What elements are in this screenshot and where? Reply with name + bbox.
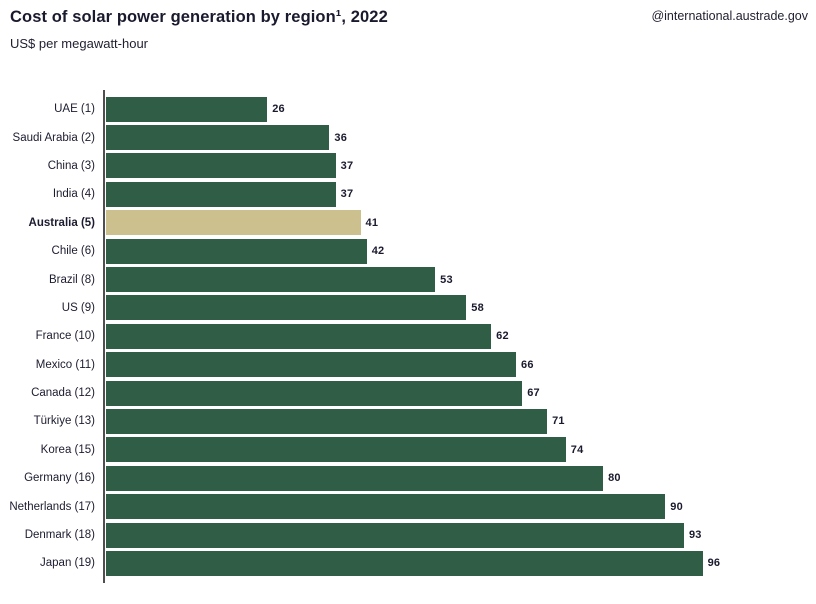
bar-row: Brazil (8) 53 — [0, 265, 816, 293]
value-label: 41 — [365, 216, 379, 229]
category-label: Brazil (8) — [48, 273, 95, 286]
category-label: China (3) — [47, 159, 95, 172]
bar-area: 53 — [104, 265, 816, 293]
y-axis-line — [103, 90, 105, 583]
bar-area: 42 — [104, 237, 816, 265]
bar-row: Saudi Arabia (2) 36 — [0, 123, 816, 151]
bar — [105, 408, 548, 434]
category-label: Netherlands (17) — [9, 500, 95, 513]
value-label: 90 — [670, 500, 683, 513]
value-label: 93 — [688, 529, 702, 542]
bar-row: India (4) 37 — [0, 180, 816, 208]
category-label: Mexico (11) — [35, 358, 95, 371]
bar-highlighted — [105, 210, 361, 236]
category-label: Germany (16) — [24, 472, 95, 485]
bar-area: 37 — [104, 180, 816, 208]
chart-title: Cost of solar power generation by region… — [10, 8, 388, 26]
bar-area: 41 — [104, 209, 816, 237]
bar — [105, 181, 336, 207]
category-label: Chile (6) — [51, 245, 95, 258]
bar-row: Türkiye (13) 71 — [0, 407, 816, 435]
value-label: 37 — [340, 159, 354, 172]
bar-area: 93 — [104, 521, 816, 549]
bar — [105, 125, 330, 151]
value-label: 74 — [570, 443, 584, 456]
category-label: UAE (1) — [54, 103, 95, 116]
value-label: 42 — [371, 245, 385, 258]
value-label: 71 — [552, 415, 565, 428]
bar — [105, 238, 367, 264]
value-label: 66 — [521, 358, 534, 371]
category-label: Türkiye (13) — [33, 415, 95, 428]
bar-area: 58 — [104, 294, 816, 322]
bar — [105, 550, 703, 576]
bar-row: China (3) 37 — [0, 152, 816, 180]
source-handle: @international.austrade.gov — [651, 9, 808, 23]
bar — [105, 352, 517, 378]
category-label: Denmark (18) — [24, 529, 95, 542]
bar — [105, 465, 604, 491]
value-label: 62 — [496, 330, 509, 343]
category-label: India (4) — [52, 188, 95, 201]
value-label: 36 — [334, 131, 348, 144]
bar-area: 37 — [104, 152, 816, 180]
value-label: 37 — [340, 188, 354, 201]
value-label: 96 — [707, 557, 721, 570]
category-label: France (10) — [35, 330, 95, 343]
bar-row: Australia (5) 41 — [0, 209, 816, 237]
bar-area: 66 — [104, 351, 816, 379]
bar-area: 71 — [104, 407, 816, 435]
bar-area: 96 — [104, 549, 816, 577]
bar — [105, 96, 268, 122]
value-label: 26 — [272, 103, 285, 116]
category-label: US (9) — [61, 301, 95, 314]
category-label: Canada (12) — [31, 387, 95, 400]
bar — [105, 153, 336, 179]
category-label: Australia (5) — [28, 216, 95, 229]
bar-row: UAE (1) 26 — [0, 95, 816, 123]
bar — [105, 267, 436, 293]
category-label: Korea (15) — [40, 443, 95, 456]
category-label: Saudi Arabia (2) — [12, 131, 95, 144]
bar-row: Netherlands (17) 90 — [0, 492, 816, 520]
chart-subtitle: US$ per megawatt-hour — [10, 36, 149, 51]
chart-header: Cost of solar power generation by region… — [10, 8, 808, 27]
bar-row: Japan (19) 96 — [0, 549, 816, 577]
bar-area: 67 — [104, 379, 816, 407]
bar — [105, 494, 666, 520]
value-label: 80 — [608, 472, 621, 485]
bar-row: Denmark (18) 93 — [0, 521, 816, 549]
category-label: Japan (19) — [40, 557, 95, 570]
bar-chart: UAE (1) 26 Saudi Arabia (2) 36 China (3) 37 In… — [0, 95, 816, 578]
bar — [105, 323, 492, 349]
bar-row: Chile (6) 42 — [0, 237, 816, 265]
bar-row: Mexico (11) 66 — [0, 351, 816, 379]
bar — [105, 380, 523, 406]
bar-area: 26 — [104, 95, 816, 123]
bar — [105, 295, 467, 321]
bar-row: US (9) 58 — [0, 294, 816, 322]
bar-area: 36 — [104, 123, 816, 151]
bar — [105, 437, 566, 463]
value-label: 58 — [471, 301, 484, 314]
bar-row: Germany (16) 80 — [0, 464, 816, 492]
value-label: 53 — [440, 273, 453, 286]
bar-row: Korea (15) 74 — [0, 436, 816, 464]
bar — [105, 522, 684, 548]
bar-area: 74 — [104, 436, 816, 464]
bar-row: Canada (12) 67 — [0, 379, 816, 407]
bar-row: France (10) 62 — [0, 322, 816, 350]
bar-area: 90 — [104, 492, 816, 520]
bar-area: 80 — [104, 464, 816, 492]
value-label: 67 — [527, 387, 540, 400]
bar-area: 62 — [104, 322, 816, 350]
